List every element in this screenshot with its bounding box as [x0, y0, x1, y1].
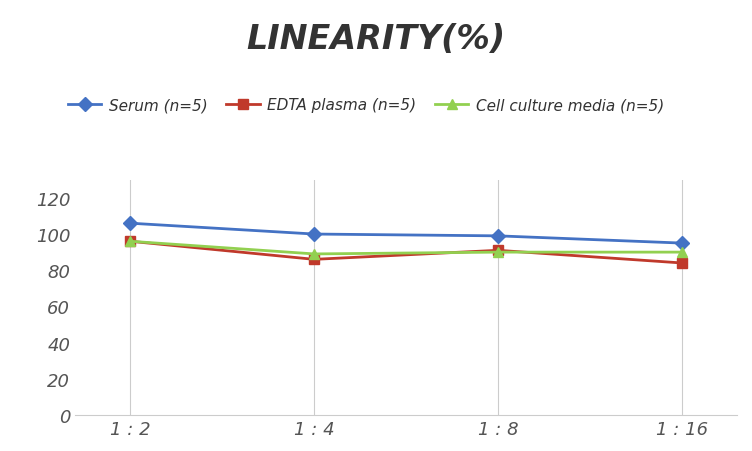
EDTA plasma (n=5): [493, 248, 502, 253]
Serum (n=5): [310, 232, 319, 237]
Serum (n=5): [678, 241, 687, 246]
Cell culture media (n=5): [126, 239, 135, 244]
Text: LINEARITY(%): LINEARITY(%): [247, 23, 505, 55]
Cell culture media (n=5): [493, 250, 502, 255]
EDTA plasma (n=5): [310, 257, 319, 262]
Line: Serum (n=5): Serum (n=5): [126, 219, 687, 249]
EDTA plasma (n=5): [126, 239, 135, 244]
Line: Cell culture media (n=5): Cell culture media (n=5): [126, 237, 687, 259]
Line: EDTA plasma (n=5): EDTA plasma (n=5): [126, 237, 687, 268]
Cell culture media (n=5): [678, 250, 687, 255]
Serum (n=5): [493, 234, 502, 239]
EDTA plasma (n=5): [678, 261, 687, 266]
Serum (n=5): [126, 221, 135, 226]
Cell culture media (n=5): [310, 252, 319, 257]
Legend: Serum (n=5), EDTA plasma (n=5), Cell culture media (n=5): Serum (n=5), EDTA plasma (n=5), Cell cul…: [68, 98, 664, 113]
